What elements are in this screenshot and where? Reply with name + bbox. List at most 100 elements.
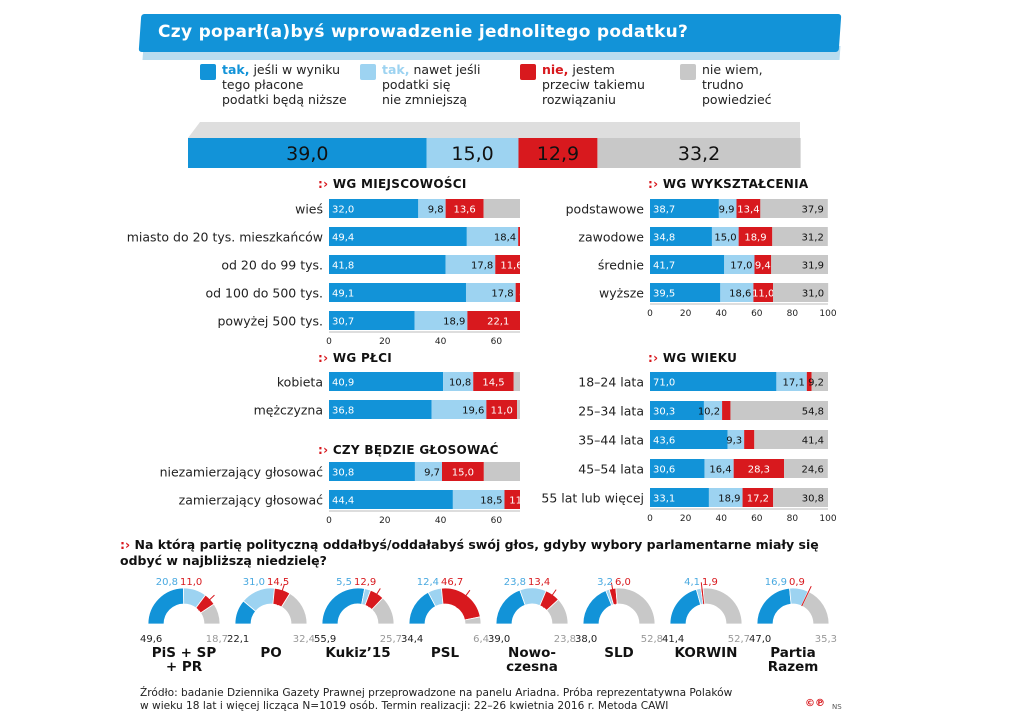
miejscowosc-bar-value: 8,2 [519,289,520,300]
party-value-tak-nawet: 20,8 [155,577,178,588]
plec-row-label: kobieta [277,375,323,390]
wyksztalcenie-bar-segment [720,283,754,302]
party-donut-segment [546,598,569,625]
party-value-tak-nizsze: 47,0 [749,634,772,645]
party-donut [321,587,395,625]
party-value-nie: 6,0 [615,577,631,588]
wyksztalcenie-title: :› WG WYKSZTAŁCENIA [648,177,809,191]
wiek-chart: 18–24 lata 71,0 17,1 9,2 25–34 lata 30,3 10,2 5… [541,372,837,524]
wyksztalcenie-bar-value: 38,7 [653,205,675,216]
party-name: Partia Razem [767,645,819,675]
wyksztalcenie-bar-segment [760,199,828,218]
miejscowosc-bar-value: 41,8 [332,261,354,272]
wyksztalcenie-bar-segment [772,283,829,302]
glosowanie-tick-label: 0 [326,516,332,526]
wiek-bar-segment [650,401,704,420]
party-value-tak-nawet: 23,8 [503,577,526,588]
party-question: :› Na którą partię polityczną oddałbyś/o… [120,537,819,568]
glosowanie-bar-value: 15,0 [452,468,474,479]
wiek-bar-value: 17,1 [783,378,805,389]
wiek-bar-value: 18,9 [718,494,740,505]
wiek-bar-value: 54,8 [802,407,824,418]
legend-swatch-4 [680,64,696,80]
wiek-bar-segment [811,372,828,391]
party-value-nie: 12,9 [354,577,377,588]
legend-swatch-1 [200,64,216,80]
legend-swatch-3 [520,64,536,80]
party-donut [669,582,743,625]
glosowanie-bar-segment [504,490,520,509]
legend-swatch-2 [360,64,376,80]
wiek-bar-value: 30,8 [802,494,824,505]
party-value-nie-wiem: 25,7 [379,634,402,645]
wiek-tick-label: 20 [680,514,692,524]
miejscowosc-bar-segment [445,199,484,218]
party-donut-segment [371,597,395,625]
plec-bar-segment [486,400,518,419]
party-name: PSL [430,645,460,661]
wiek-tick-label: 80 [787,514,799,524]
miejscowosc-row-label: od 100 do 500 tys. [205,286,323,301]
wyksztalcenie-bar-value: 9,4 [755,261,771,272]
miejscowosc-row-label: powyżej 500 tys. [217,314,323,329]
wyksztalcenie-bar-segment [711,227,739,246]
wiek-tick-label: 60 [751,514,763,524]
party-red-marker [456,589,471,609]
wiek-bar-segment [784,459,828,478]
glosowanie-bar-segment [441,462,484,481]
party-red-marker [368,588,381,608]
party-value-tak-nawet: 3,2 [597,577,613,588]
party-donut [408,587,482,625]
legend: tak, jeśli w wyniku tego płacone podatki b… [200,62,820,118]
glosowanie-bar-segment [414,462,442,481]
wiek-row-label: 55 lat lub więcej [541,491,644,506]
wiek-bar-segment [754,430,828,449]
wyksztalcenie-tick-label: 0 [647,309,653,319]
miejscowosc-bar-value: 11,6 [500,261,520,272]
plec-bar-segment [517,400,520,419]
party-donut [495,587,569,625]
miejscowosc-bar-value: 17,8 [491,289,513,300]
wyksztalcenie-bar-value: 31,0 [802,289,824,300]
summary-segment-4 [597,138,801,168]
wiek-bar-value: 28,3 [748,465,770,476]
source-line-2: w wieku 18 lat i więcej licząca N=1019 o… [140,700,669,712]
wyksztalcenie-bar-segment [738,227,773,246]
legend-label-1: tak, jeśli w wyniku tego płacone podatki b… [222,62,347,107]
glosowanie-bar-value: 18,5 [480,496,502,507]
wiek-bar-segment [727,430,745,449]
wyksztalcenie-bar-value: 39,5 [653,289,675,300]
party-value-nie-wiem: 35,3 [814,634,837,645]
wiek-bar-segment [773,488,828,507]
wiek-title: :› WG WIEKU [648,351,738,365]
party-red-marker [543,589,557,608]
wiek-tick-label: 40 [715,514,727,524]
glosowanie-tick-label: 40 [435,516,447,526]
page-title: Czy poparł(a)byś wprowadzenie jednoliteg… [158,22,689,42]
party-value-tak-nawet: 5,5 [336,577,352,588]
party-value-tak-nizsze: 34,4 [401,634,424,645]
party-donut-segment [801,591,830,625]
plec-title: :› WG PŁCI [318,351,392,365]
summary-bar-top [188,122,800,138]
miejscowosc-title: :› WG MIEJSCOWOŚCI [318,177,467,191]
party-donut-segment [464,616,482,625]
wyksztalcenie-tick-label: 100 [819,309,836,319]
party-donut-segment [147,587,185,625]
party-value-nie-wiem: 23,8 [553,634,576,645]
glosowanie-bar-value: 44,4 [332,496,354,507]
miejscowosc-bar-segment [329,227,467,246]
wyksztalcenie-bar-segment [650,199,719,218]
author-credit: NS [832,703,842,711]
plec-bar-value: 36,8 [332,406,354,417]
wyksztalcenie-bar-segment [650,255,725,274]
wyksztalcenie-row-label: zawodowe [578,230,644,245]
party-name: KORWIN [674,645,738,661]
party-value-nie: 13,4 [528,577,551,588]
wiek-tick-label: 0 [647,514,653,524]
miejscowosc-bar-segment [329,199,419,218]
party-value-nie-wiem: 32,4 [292,634,315,645]
glosowanie-tick-label: 20 [379,516,391,526]
summary-bar: 39,0 15,0 12,9 33,2 [188,122,801,168]
miejscowosc-bar-value: 18,4 [494,233,516,244]
